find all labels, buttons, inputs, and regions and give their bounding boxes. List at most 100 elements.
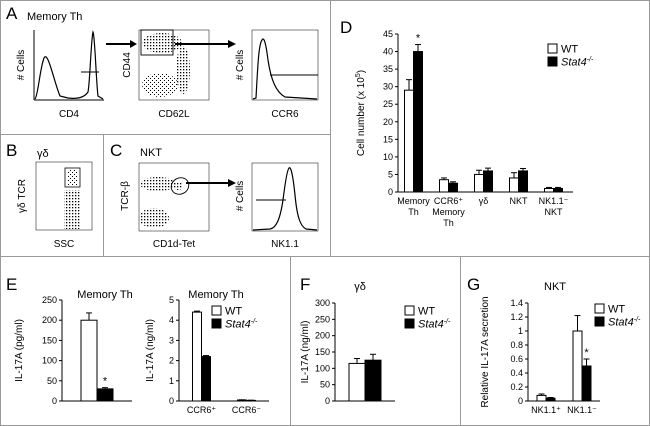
- chart-g-bar-wt: [572, 330, 583, 402]
- chart-e2-legend-wt-label: WT: [225, 306, 242, 318]
- chart-f-tick-label: 250: [315, 314, 330, 324]
- chart-d-category-label: NKT: [510, 196, 529, 206]
- chart-g-bar-wt: [536, 394, 547, 402]
- chart-f-tick-label: 0: [325, 396, 330, 406]
- chart-d-tick-label: 35: [383, 64, 393, 74]
- panel-label-d: D: [340, 18, 352, 37]
- panel-b-title: γδ: [37, 148, 49, 160]
- chart-d-category-label: Th: [408, 207, 419, 217]
- chart-d-cell-number: 0 5 10 15 20 25 30 35 40 45 Cell number (x 105) * Me…: [355, 29, 594, 228]
- panel-a-plot3-xlabel: CCR6: [271, 109, 299, 120]
- chart-f-legend-ko-label: Stat4-/-: [418, 319, 451, 331]
- chart-d-bar-ko: [413, 51, 423, 193]
- panel-label-g: G: [467, 275, 480, 294]
- panel-a-cd4-histogram: # Cells CD4: [16, 30, 104, 120]
- panel-b-ylabel: γδ TCR: [17, 179, 28, 213]
- chart-e2-memory-th-ng: Memory Th 0 1 2 3 4 5 IL-17A (ng/ml) CCR6⁺ CCR6⁻ W…: [145, 289, 269, 415]
- chart-d-category-label: Memory: [432, 207, 465, 217]
- chart-e2-tick-label: 2: [169, 356, 174, 366]
- panel-label-e: E: [6, 275, 17, 294]
- chart-e1-tick-label: 0: [52, 396, 57, 406]
- chart-d-legend-wt-swatch: [547, 43, 558, 54]
- chart-e1-significance-star: *: [103, 376, 108, 388]
- arrow-a2-head: [228, 40, 236, 48]
- chart-f-ylabel: IL-17A (ng/ml): [300, 321, 311, 384]
- chart-e2-legend-ko-label: Stat4-/-: [225, 319, 258, 331]
- chart-f-legend-ko-swatch: [404, 318, 415, 329]
- panel-c-plot1-xlabel: CD1d-Tet: [153, 239, 195, 250]
- panel-a-title: Memory Th: [27, 11, 82, 23]
- chart-d-ylabel: Cell number (x 105): [355, 70, 367, 156]
- chart-f-tick-label: 100: [315, 363, 330, 373]
- chart-d-bar-ko: [483, 170, 493, 193]
- chart-f-gd-il17: γδ 0 50 100 150 200 250 300 IL-17A (ng/ml) WTStat…: [300, 281, 451, 406]
- chart-e2-bar-ko: [201, 356, 211, 402]
- chart-d-tick-label: 40: [383, 47, 393, 57]
- panel-a-plot1-ylabel: # Cells: [16, 50, 27, 81]
- panel-d-frame: [330, 0, 650, 257]
- panel-c-title: NKT: [140, 147, 162, 159]
- chart-f-legend-wt-swatch: [404, 305, 415, 316]
- chart-e1-tick-label: 100: [42, 356, 57, 366]
- chart-d-bar-ko: [553, 187, 563, 193]
- chart-e2-bar-wt: [192, 311, 202, 402]
- chart-g-category-label: NK1.1⁺: [531, 405, 561, 415]
- chart-d-legend-wt-label: WT: [561, 44, 578, 56]
- panel-c-plot1-ylabel: TCR-β: [120, 181, 131, 211]
- chart-g-tick-label: 0.6: [510, 354, 523, 364]
- chart-g-legend-wt-swatch: [594, 303, 605, 314]
- chart-d-category-label: Th: [443, 218, 454, 228]
- panel-c-nk11-histogram: # Cells NK1.1: [235, 162, 319, 250]
- chart-d-legend-ko-label: Stat4-/-: [561, 57, 594, 69]
- chart-f-bar-ko: [364, 359, 382, 402]
- chart-e1-tick-label: 250: [42, 295, 57, 305]
- chart-e2-title: Memory Th: [188, 289, 243, 301]
- chart-d-tick-label: 0: [388, 187, 393, 197]
- chart-d-category-label: Memory: [397, 196, 430, 206]
- chart-g-legend-wt-label: WT: [608, 304, 625, 316]
- chart-f-title: γδ: [354, 281, 366, 293]
- panel-c-plot2-xlabel: NK1.1: [271, 239, 299, 250]
- chart-d-tick-label: 20: [383, 117, 393, 127]
- chart-d-category-label: NK1.1⁻: [539, 196, 569, 206]
- chart-f-tick-label: 150: [315, 347, 330, 357]
- panel-a-ccr6-histogram: # Cells CCR6: [235, 29, 319, 120]
- chart-e2-category-label: CCR6⁻: [232, 405, 262, 415]
- chart-e2-ylabel: IL-17A (ng/ml): [145, 319, 156, 382]
- chart-g-legend-ko-label: Stat4-/-: [608, 317, 641, 329]
- chart-g-tick-label: 0: [518, 396, 523, 406]
- arrow-c-head: [228, 179, 236, 187]
- panel-a-plot2-xlabel: CD62L: [158, 109, 190, 120]
- chart-e2-tick-label: 0: [169, 396, 174, 406]
- panel-a-plot3-ylabel: # Cells: [235, 50, 246, 81]
- chart-d-bar-wt: [439, 179, 449, 193]
- chart-g-nkt-relative: NKT 0 0.2 0.4 0.6 0.8 1 1.2 1.4 Relative IL-17A s…: [480, 281, 641, 415]
- chart-d-category-label: CCR6⁺: [434, 196, 464, 206]
- chart-f-tick-label: 200: [315, 331, 330, 341]
- panel-label-a: A: [6, 4, 18, 23]
- chart-d-bar-wt: [404, 89, 414, 193]
- chart-f-tick-label: 300: [315, 298, 330, 308]
- chart-g-tick-label: 0.4: [510, 368, 523, 378]
- chart-d-bar-wt: [509, 177, 519, 193]
- chart-d-bar-wt: [474, 173, 484, 193]
- panel-label-c: C: [110, 141, 122, 160]
- chart-g-tick-label: 0.8: [510, 340, 523, 350]
- chart-g-bar-ko: [581, 365, 592, 402]
- chart-d-legend-ko-swatch: [547, 56, 558, 67]
- chart-e2-legend-wt-swatch: [211, 305, 222, 316]
- chart-g-tick-label: 1.4: [510, 298, 523, 308]
- chart-g-bar-ko: [545, 397, 556, 402]
- panel-label-b: B: [6, 141, 17, 160]
- chart-e1-memory-th-pg: Memory Th 0 50 100 150 200 250 IL-17A (pg/ml) *: [14, 289, 133, 406]
- chart-g-title: NKT: [544, 281, 566, 293]
- chart-e1-bar-ko: [96, 388, 114, 402]
- panel-b-gd-dotplot: γδ TCR SSC: [17, 161, 93, 250]
- chart-e1-bar-wt: [80, 319, 98, 402]
- chart-d-bar-ko: [518, 170, 528, 193]
- chart-f-legend-wt-label: WT: [418, 306, 435, 318]
- chart-g-category-label: NK1.1⁻: [567, 405, 597, 415]
- chart-d-tick-label: 10: [383, 152, 393, 162]
- chart-e1-tick-label: 50: [47, 376, 57, 386]
- chart-e1-title: Memory Th: [77, 289, 132, 301]
